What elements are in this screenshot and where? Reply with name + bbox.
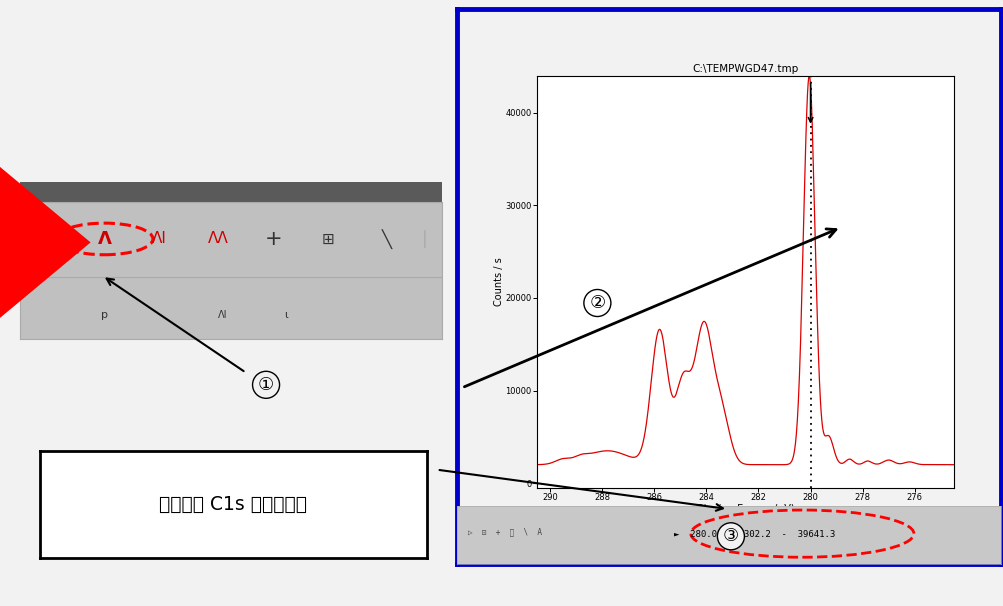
- Text: ΛΙ: ΛΙ: [218, 310, 227, 319]
- Text: ▷  ⊡  +  ☷  \  A: ▷ ⊡ + ☷ \ A: [467, 527, 542, 536]
- Text: p: p: [101, 310, 107, 319]
- Text: ι: ι: [284, 310, 287, 319]
- Text: Λ: Λ: [97, 230, 111, 248]
- Text: ►  280.056,39302.2  -  39641.3: ► 280.056,39302.2 - 39641.3: [674, 530, 834, 539]
- Text: ③: ③: [722, 527, 738, 545]
- Text: ΛΙ: ΛΙ: [151, 231, 166, 247]
- Text: |: |: [421, 230, 427, 248]
- X-axis label: Binding Energy (eV): Binding Energy (eV): [696, 504, 793, 514]
- Text: ①: ①: [258, 376, 274, 394]
- Text: ②: ②: [589, 294, 605, 312]
- Title: C:\TEMPWGD47.tmp: C:\TEMPWGD47.tmp: [692, 64, 797, 73]
- Text: ▷: ▷: [44, 231, 55, 247]
- Text: ⊞: ⊞: [321, 231, 334, 247]
- Text: ╲: ╲: [381, 229, 391, 249]
- Y-axis label: Counts / s: Counts / s: [493, 258, 504, 306]
- Text: +: +: [264, 229, 282, 249]
- Text: ΛΛ: ΛΛ: [208, 231, 229, 247]
- Text: 读取当前 C1s 结合能位置: 读取当前 C1s 结合能位置: [159, 495, 307, 514]
